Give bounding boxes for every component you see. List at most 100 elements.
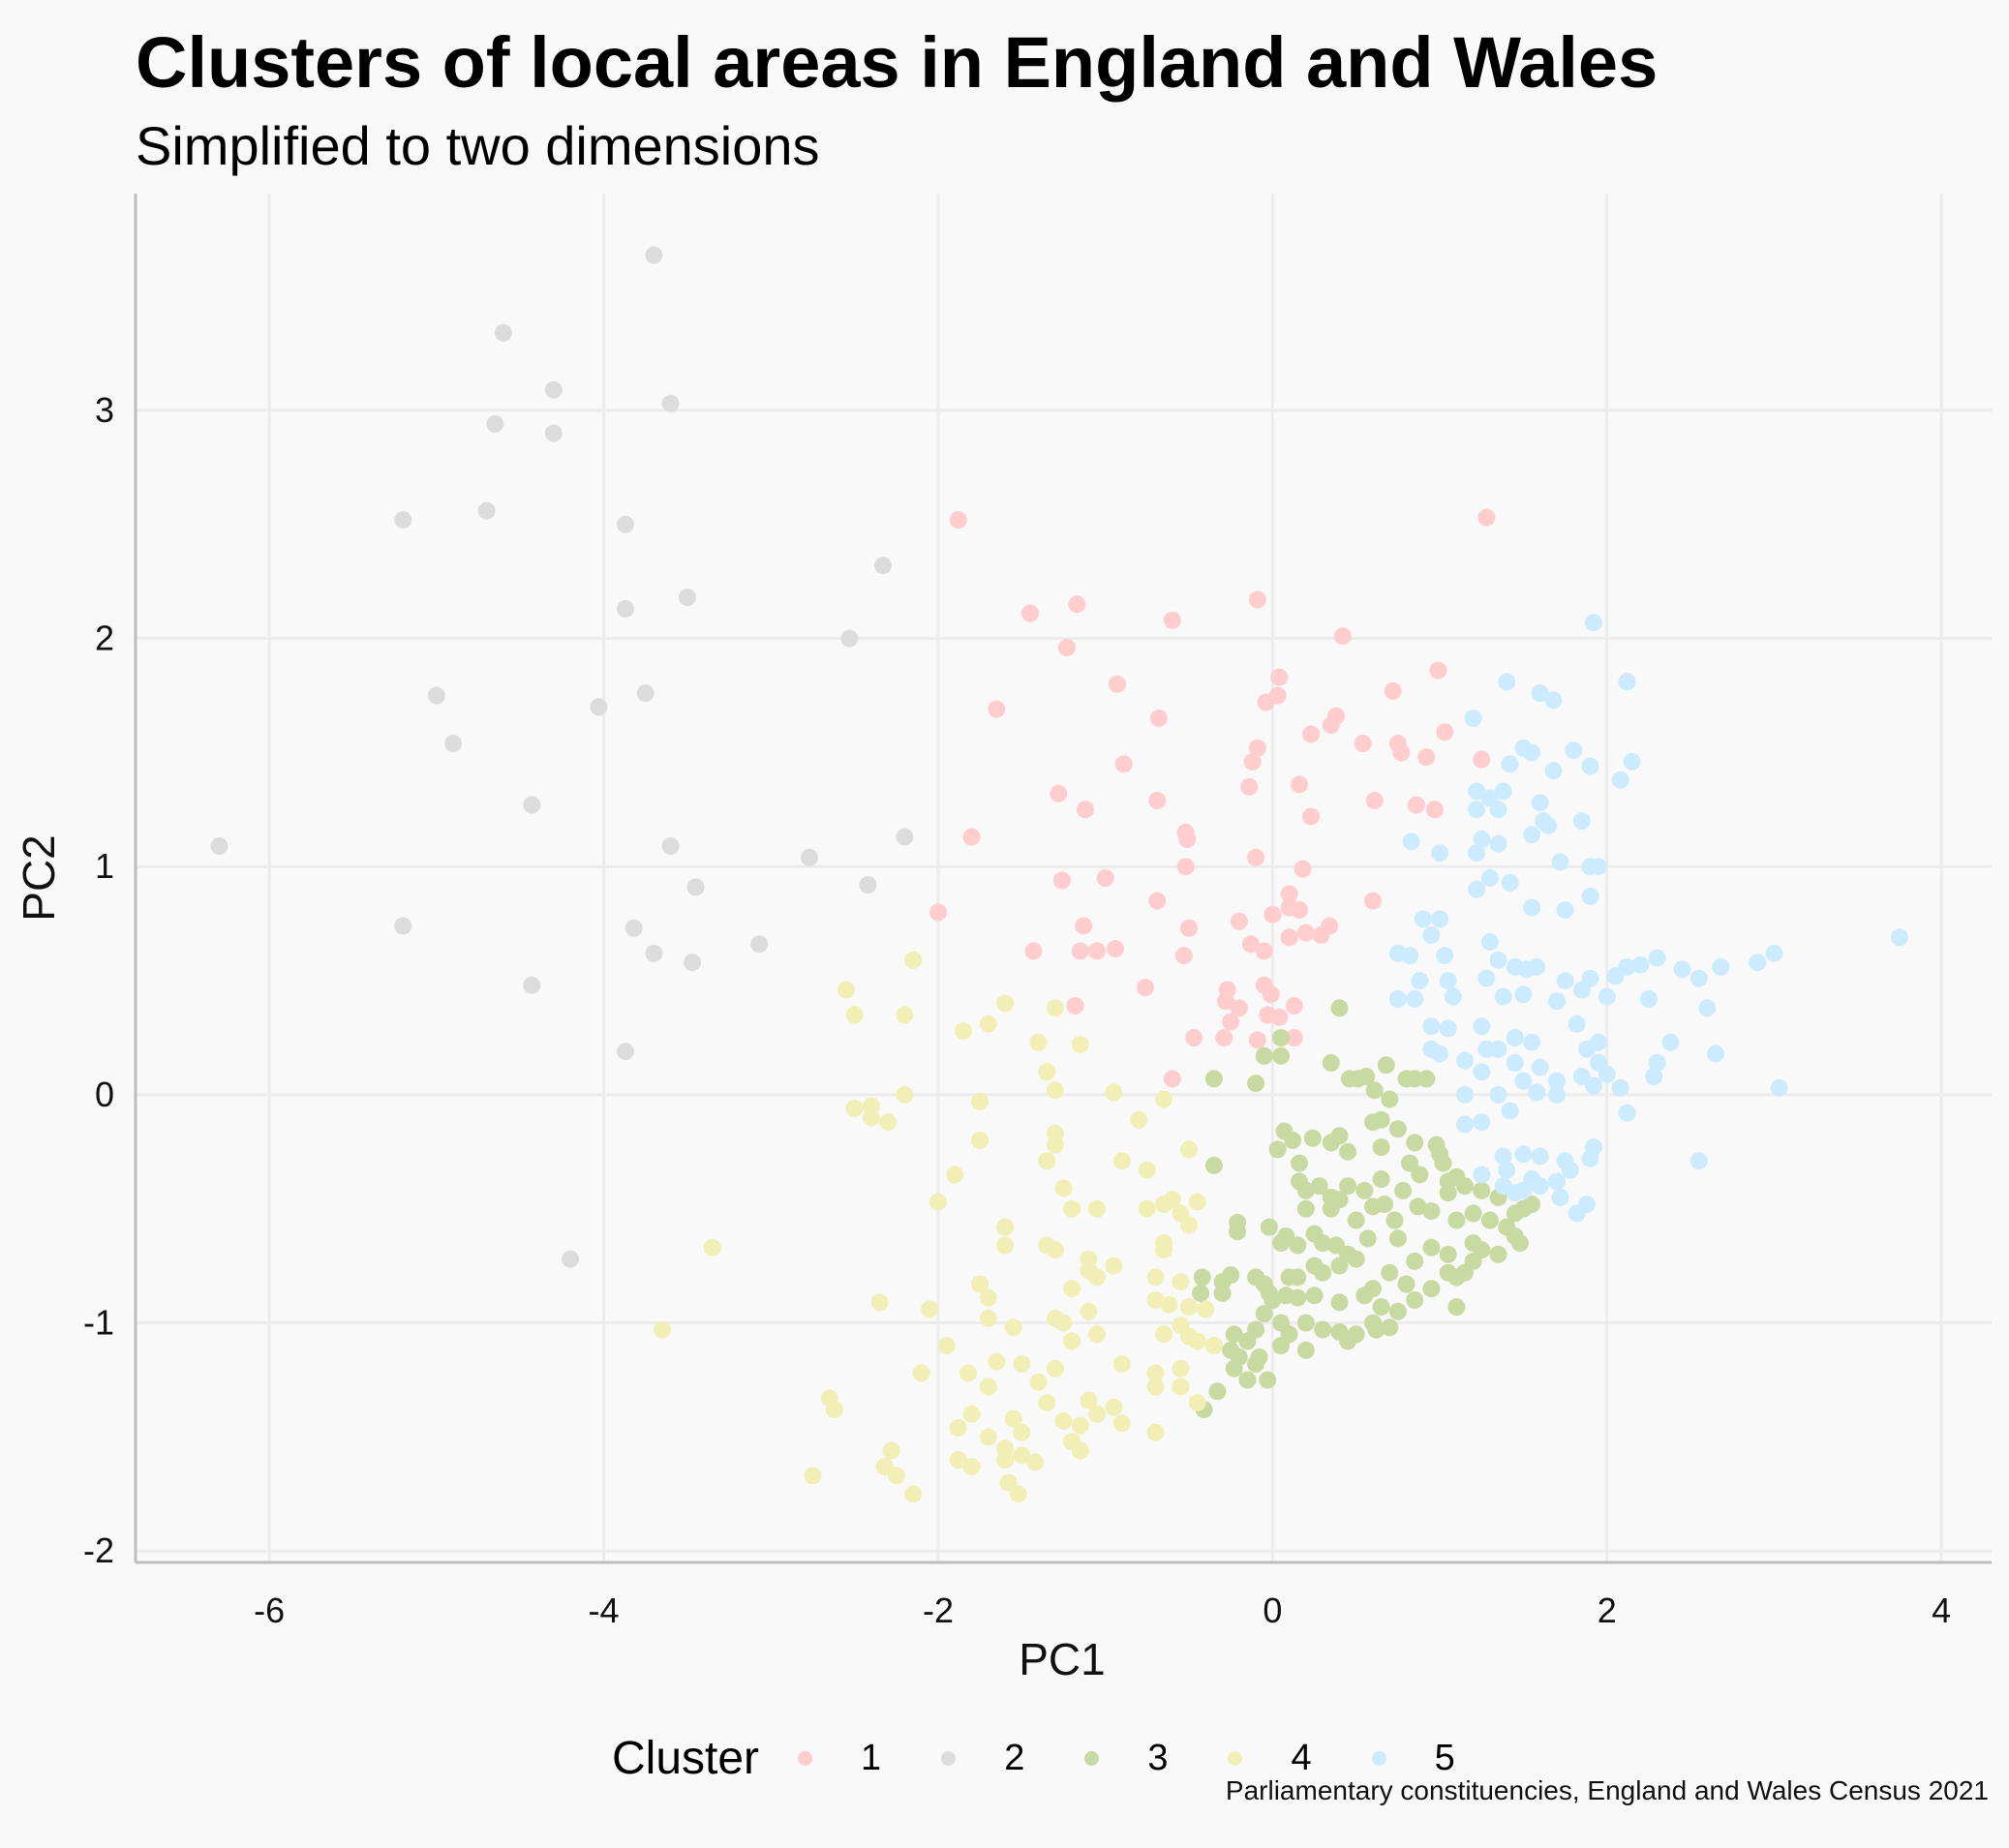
data-point-cluster-1 [1302, 807, 1321, 826]
data-point-cluster-3 [1397, 1275, 1415, 1293]
data-point-cluster-5 [1618, 673, 1636, 691]
data-point-cluster-1 [1280, 928, 1298, 947]
data-point-cluster-4 [1004, 1409, 1022, 1428]
data-point-cluster-5 [1531, 794, 1549, 812]
data-point-cluster-5 [1548, 1172, 1566, 1191]
data-point-cluster-4 [1146, 1268, 1165, 1287]
data-point-cluster-5 [1581, 1149, 1599, 1167]
data-point-cluster-1 [1114, 755, 1133, 773]
data-point-cluster-5 [1501, 1102, 1519, 1120]
data-point-cluster-3 [1372, 1138, 1390, 1157]
data-point-cluster-4 [996, 1218, 1015, 1236]
chart-title: Clusters of local areas in England and W… [136, 22, 1659, 103]
data-point-cluster-4 [1054, 1314, 1073, 1332]
data-point-cluster-3 [1289, 1288, 1307, 1307]
data-point-cluster-4 [971, 1275, 989, 1293]
data-point-cluster-3 [1422, 1238, 1441, 1257]
data-point-cluster-4 [1046, 1136, 1064, 1154]
y-axis-title: PC2 [14, 834, 64, 921]
data-point-cluster-1 [1270, 1008, 1289, 1026]
data-point-cluster-5 [1431, 1045, 1449, 1063]
data-point-cluster-4 [1080, 1391, 1098, 1409]
data-point-cluster-3 [1447, 1298, 1466, 1317]
data-point-cluster-5 [1891, 928, 1908, 947]
data-point-cluster-4 [971, 1132, 989, 1149]
data-point-cluster-1 [962, 828, 981, 846]
x-tick-label: -4 [589, 1590, 620, 1630]
data-point-cluster-4 [1029, 1373, 1048, 1391]
data-point-cluster-5 [1531, 1177, 1549, 1196]
data-point-cluster-5 [1444, 987, 1462, 1006]
data-point-cluster-1 [1248, 739, 1266, 757]
data-point-cluster-4 [937, 1337, 956, 1355]
data-point-cluster-3 [1314, 1263, 1332, 1282]
data-point-cluster-5 [1498, 1161, 1516, 1179]
data-point-cluster-2 [562, 1250, 579, 1268]
data-point-cluster-4 [1013, 1446, 1031, 1465]
data-point-cluster-3 [1409, 1197, 1427, 1216]
data-point-cluster-4 [1155, 1241, 1173, 1259]
data-point-cluster-4 [1088, 1268, 1106, 1287]
data-point-cluster-3 [1388, 1302, 1407, 1320]
data-point-cluster-3 [1422, 1202, 1441, 1221]
data-point-cluster-4 [988, 1352, 1006, 1371]
y-tick-label: 0 [95, 1075, 114, 1114]
data-point-cluster-1 [1178, 830, 1197, 848]
data-point-cluster-4 [1004, 1318, 1022, 1337]
data-point-cluster-3 [1192, 1284, 1210, 1302]
data-point-cluster-5 [1411, 972, 1429, 990]
data-point-cluster-5 [1631, 955, 1650, 974]
data-point-cluster-4 [1112, 1152, 1131, 1170]
data-point-cluster-4 [921, 1300, 939, 1318]
x-tick-label: 0 [1263, 1590, 1282, 1630]
data-point-cluster-3 [1289, 1236, 1307, 1255]
data-point-cluster-1 [1021, 604, 1039, 622]
data-point-cluster-3 [1225, 1325, 1243, 1344]
data-point-cluster-1 [1230, 912, 1248, 930]
data-point-cluster-1 [1417, 748, 1436, 767]
data-point-cluster-3 [1376, 1196, 1394, 1213]
data-point-cluster-1 [1050, 784, 1068, 803]
legend-label: 4 [1291, 1737, 1312, 1778]
data-point-cluster-4 [804, 1467, 822, 1485]
data-point-cluster-4 [946, 1166, 964, 1184]
data-point-cluster-5 [1514, 1145, 1533, 1164]
data-point-cluster-5 [1531, 684, 1549, 703]
data-point-cluster-5 [1401, 947, 1418, 965]
data-point-cluster-4 [1046, 1359, 1064, 1378]
data-point-cluster-3 [1314, 1234, 1332, 1253]
data-point-cluster-5 [1494, 1147, 1512, 1166]
data-point-cluster-2 [645, 246, 663, 264]
data-point-cluster-5 [1473, 1166, 1491, 1184]
chart-subtitle: Simplified to two dimensions [136, 115, 820, 176]
data-point-cluster-5 [1431, 844, 1449, 863]
data-point-cluster-5 [1456, 1115, 1474, 1134]
data-point-cluster-5 [1439, 1019, 1457, 1038]
data-point-cluster-4 [1138, 1161, 1156, 1179]
data-point-cluster-2 [678, 589, 696, 607]
data-point-cluster-3 [1401, 1154, 1418, 1172]
data-point-cluster-2 [444, 735, 463, 752]
data-point-cluster-5 [1439, 972, 1457, 990]
data-point-cluster-5 [1606, 967, 1625, 985]
data-point-cluster-4 [1163, 1191, 1181, 1209]
data-point-cluster-2 [394, 917, 412, 935]
data-point-cluster-3 [1422, 1280, 1441, 1298]
data-point-cluster-3 [1355, 1287, 1374, 1305]
data-point-cluster-5 [1548, 992, 1566, 1011]
legend-swatch [798, 1750, 813, 1766]
data-point-cluster-5 [1528, 1083, 1546, 1102]
data-point-cluster-4 [1013, 1423, 1031, 1441]
data-point-cluster-5 [1506, 1029, 1524, 1046]
data-point-cluster-4 [979, 1378, 997, 1396]
data-point-cluster-1 [1176, 858, 1195, 876]
data-point-cluster-5 [1765, 944, 1783, 962]
data-point-cluster-3 [1303, 1129, 1322, 1147]
data-point-cluster-5 [1598, 1065, 1616, 1083]
data-point-cluster-2 [210, 837, 228, 855]
data-point-cluster-5 [1673, 960, 1691, 979]
data-point-cluster-3 [1447, 1211, 1466, 1229]
data-point-cluster-1 [1364, 892, 1382, 910]
data-point-cluster-5 [1468, 880, 1486, 898]
data-point-cluster-5 [1436, 947, 1454, 965]
